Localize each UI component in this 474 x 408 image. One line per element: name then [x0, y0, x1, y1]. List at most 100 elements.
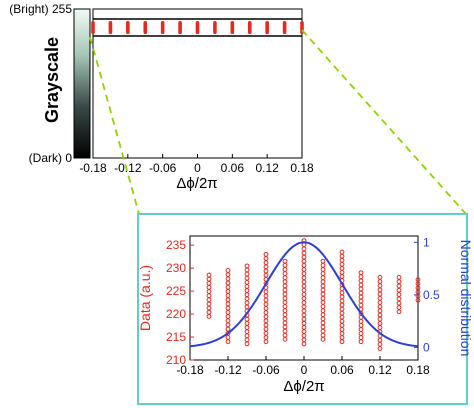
inset-data-point [339, 261, 345, 267]
inset-data-point [225, 301, 231, 307]
inset-data-point [206, 285, 212, 290]
inset-data-point [301, 312, 307, 318]
inset-data-point [339, 274, 345, 279]
inset-data-point [263, 251, 269, 257]
inset-data-point [377, 308, 383, 314]
zoom-line-left [89, 36, 140, 215]
inset-data-point [244, 341, 250, 347]
inset-data-point [263, 301, 269, 307]
top-panel-mark [195, 21, 200, 34]
colorbar-title: Grayscale [42, 37, 62, 123]
inset-data-point [358, 278, 364, 284]
inset-data-point [358, 339, 364, 345]
inset-data-point [263, 339, 269, 345]
inset-data-point [339, 298, 345, 304]
inset-data-point [377, 346, 383, 351]
inset-data-point [339, 257, 345, 263]
top-panel-mark [282, 21, 287, 34]
inset-data-point [244, 263, 250, 269]
inset-data-point [320, 324, 326, 330]
inset-data-point [244, 329, 250, 334]
inset-data-point [320, 258, 326, 264]
inset-x-axis: -0.18 -0.12 -0.06 0 0.06 0.12 0.18 [176, 356, 430, 377]
inset-data-point [339, 294, 345, 300]
top-x-tick-label: 0 [194, 161, 201, 175]
inset-data-point [339, 270, 345, 275]
inset-data-point [320, 262, 326, 268]
inset-data-point [225, 339, 231, 345]
inset-data-point [396, 305, 402, 310]
inset-data-point [282, 275, 288, 281]
top-panel-mark [247, 21, 252, 34]
inset-data-point [206, 276, 212, 282]
inset-data-point [320, 283, 326, 289]
inset-data-point [301, 329, 307, 334]
inset-y-tick-label: 210 [166, 353, 186, 367]
inset-data-point [263, 256, 269, 261]
top-panel-mark [126, 21, 130, 34]
inset-data-point [244, 288, 250, 293]
inset-data-point [301, 254, 307, 260]
inset-data-point [301, 333, 307, 339]
inset-data-point [320, 304, 326, 309]
inset-data-point [358, 290, 364, 296]
inset-data-point [301, 341, 307, 347]
inset-data-point [377, 316, 383, 322]
inset-x-label: Δϕ/2π [283, 378, 324, 395]
inset-data-point [225, 293, 231, 298]
inset-data-point [263, 293, 269, 299]
inset-data-point [339, 339, 345, 345]
inset-data-point [225, 280, 231, 286]
inset-data-point [301, 267, 307, 272]
inset-data-point [301, 296, 307, 301]
inset-data-point [282, 291, 288, 297]
inset-data-point [358, 327, 364, 332]
inset-data-point [301, 300, 307, 305]
inset-data-point [377, 337, 383, 343]
inset-x-tick-label: 0.18 [406, 363, 430, 377]
top-panel-mark [91, 21, 95, 34]
inset-data-point [320, 299, 326, 305]
top-x-tick-label: -0.18 [79, 161, 107, 175]
inset-data-point [244, 300, 250, 306]
zoom-line-right [301, 29, 467, 215]
inset-data-point [263, 272, 269, 278]
inset-data-point [206, 297, 212, 303]
inset-data-point [320, 308, 326, 313]
inset-data-point [282, 271, 288, 276]
inset-data-point [377, 320, 383, 326]
inset-data-point [263, 310, 269, 315]
inset-data-point [301, 258, 307, 264]
inset-data-point [415, 277, 421, 283]
inset-data-point [320, 279, 326, 285]
inset-data-point [320, 332, 326, 338]
inset-data-point [282, 267, 288, 272]
inset-data-point [263, 260, 269, 266]
inset-data-point [301, 304, 307, 310]
inset-data-point [339, 253, 345, 259]
inset-data-point [396, 296, 402, 302]
inset-data-point [263, 264, 269, 270]
inset-data-point [244, 292, 250, 298]
inset-data-point [358, 335, 364, 340]
inset-data-point [225, 335, 231, 340]
inset-data-point [206, 272, 212, 278]
inset-data-point [244, 283, 250, 289]
inset-data-point [244, 296, 250, 302]
inset-data-point [282, 283, 288, 289]
inset-data-point [301, 271, 307, 277]
colorbar-top-label: (Bright) 255 [9, 2, 72, 16]
inset-data-point [301, 246, 307, 252]
inset-data-point [263, 322, 269, 328]
inset-data-point [377, 295, 383, 301]
inset-data-point [225, 297, 231, 303]
inset-data-point [339, 322, 345, 328]
inset-data-point [301, 287, 307, 293]
top-panel-mark [230, 21, 235, 34]
inset-data-point [244, 304, 250, 310]
top-panel: -0.18 -0.12 -0.06 0 0.06 0.12 0.18 Δϕ/2π [79, 8, 314, 192]
inset-data-point [339, 265, 345, 271]
inset-data-point [320, 271, 326, 276]
inset-data-point [206, 305, 212, 311]
